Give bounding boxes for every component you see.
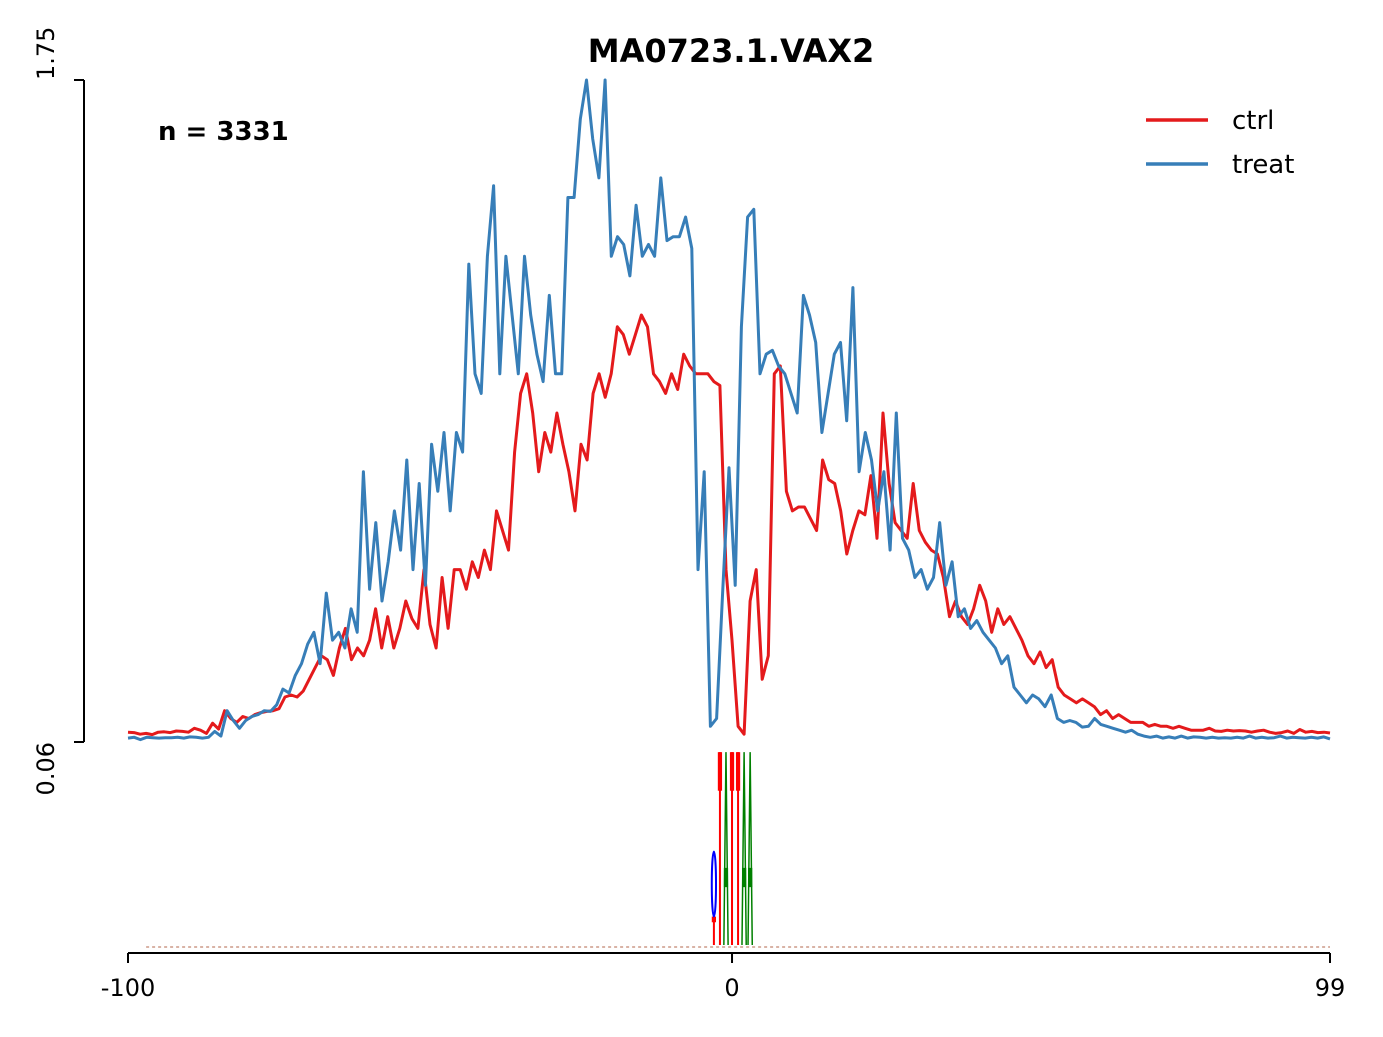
motif-logo — [146, 752, 1330, 948]
motif-letter-A — [747, 752, 754, 946]
sample-count-annotation: n = 3331 — [158, 117, 289, 147]
series-line-treat — [127, 78, 1331, 742]
legend-label-treat: treat — [1232, 150, 1294, 180]
x-axis: -100 0 99 — [101, 952, 1346, 1002]
x-tick-label: -100 — [101, 974, 155, 1002]
chart-title: MA0723.1.VAX2 — [588, 32, 875, 70]
motif-letter-T — [735, 752, 741, 945]
x-tick-label: 0 — [724, 974, 739, 1002]
motif-letter-A — [741, 752, 747, 946]
y-axis: 1.75 0.06 — [32, 27, 85, 795]
series-lines — [127, 78, 1331, 742]
motif-letter-C — [710, 850, 718, 918]
motif-letter-A — [723, 752, 729, 946]
x-tick-label: 99 — [1315, 974, 1346, 1002]
motif-letter-T — [717, 752, 723, 945]
motif-letter-T — [729, 752, 735, 945]
legend-label-ctrl: ctrl — [1232, 106, 1274, 136]
y-tick-label: 0.06 — [32, 742, 60, 795]
motif-letter-T — [711, 916, 717, 945]
series-line-ctrl — [127, 313, 1331, 737]
legend: ctrl treat — [1146, 106, 1294, 180]
y-tick-label: 1.75 — [32, 27, 60, 80]
